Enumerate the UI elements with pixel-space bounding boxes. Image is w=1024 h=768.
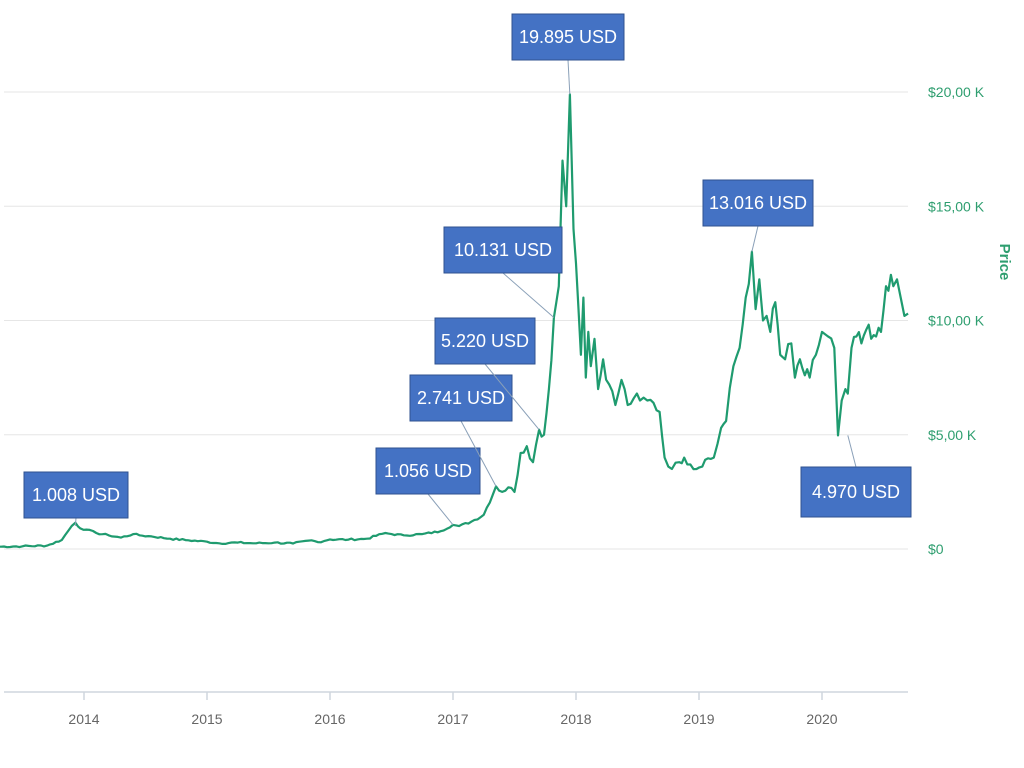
callout-label: 5.220 USD bbox=[441, 331, 529, 351]
x-tick-label: 2014 bbox=[68, 711, 99, 727]
y-tick-label: $0 bbox=[928, 541, 944, 557]
callout-label: 4.970 USD bbox=[812, 482, 900, 502]
callout-label: 13.016 USD bbox=[709, 193, 807, 213]
callout-box bbox=[375, 447, 481, 495]
callout-leader-line bbox=[427, 493, 454, 526]
price-callout: 19.895 USD bbox=[511, 13, 625, 95]
price-callout: 1.056 USD bbox=[375, 447, 481, 526]
callout-leader-line bbox=[74, 517, 77, 527]
callout-leader-line bbox=[502, 272, 555, 318]
callout-label: 10.131 USD bbox=[454, 240, 552, 260]
y-tick-label: $5,00 K bbox=[928, 427, 977, 443]
callout-leader-line bbox=[460, 420, 497, 487]
y-axis-title: Price bbox=[996, 244, 1013, 281]
callout-leader-line bbox=[567, 59, 571, 95]
y-tick-label: $20,00 K bbox=[928, 84, 985, 100]
price-callout: 4.970 USD bbox=[800, 435, 912, 518]
price-callout: 10.131 USD bbox=[443, 226, 563, 318]
callout-label: 1.008 USD bbox=[32, 485, 120, 505]
callout-label: 19.895 USD bbox=[519, 27, 617, 47]
callout-box bbox=[800, 466, 912, 518]
y-tick-label: $10,00 K bbox=[928, 313, 985, 329]
callout-label: 1.056 USD bbox=[384, 461, 472, 481]
x-tick-label: 2019 bbox=[683, 711, 714, 727]
annotations: 1.008 USD 1.056 USD 2.741 USD 5.220 USD 10.1… bbox=[23, 13, 912, 527]
callout-box bbox=[434, 317, 536, 365]
x-tick-label: 2015 bbox=[191, 711, 222, 727]
x-axis: 2014 2015 2016 2017 2018 2019 2020 bbox=[4, 691, 908, 727]
x-tick-label: 2016 bbox=[314, 711, 345, 727]
callout-box bbox=[409, 374, 513, 422]
y-axis: $0 $5,00 K $10,00 K $15,00 K $20,00 K bbox=[928, 84, 985, 557]
callout-box bbox=[23, 471, 129, 519]
series-layer bbox=[0, 93, 909, 549]
callout-leader-line bbox=[751, 225, 759, 252]
callout-box bbox=[702, 179, 814, 227]
callout-box bbox=[511, 13, 625, 61]
price-series-line bbox=[0, 93, 909, 549]
callout-leader-line bbox=[847, 435, 857, 468]
callout-leader-line bbox=[484, 363, 540, 431]
price-callout: 13.016 USD bbox=[702, 179, 814, 252]
callout-box bbox=[443, 226, 563, 274]
y-tick-label: $15,00 K bbox=[928, 198, 985, 214]
callout-label: 2.741 USD bbox=[417, 388, 505, 408]
price-callout: 1.008 USD bbox=[23, 471, 129, 527]
x-tick-label: 2017 bbox=[437, 711, 468, 727]
price-callout: 5.220 USD bbox=[434, 317, 540, 431]
price-callout: 2.741 USD bbox=[409, 374, 513, 487]
x-tick-label: 2020 bbox=[806, 711, 837, 727]
x-tick-label: 2018 bbox=[560, 711, 591, 727]
